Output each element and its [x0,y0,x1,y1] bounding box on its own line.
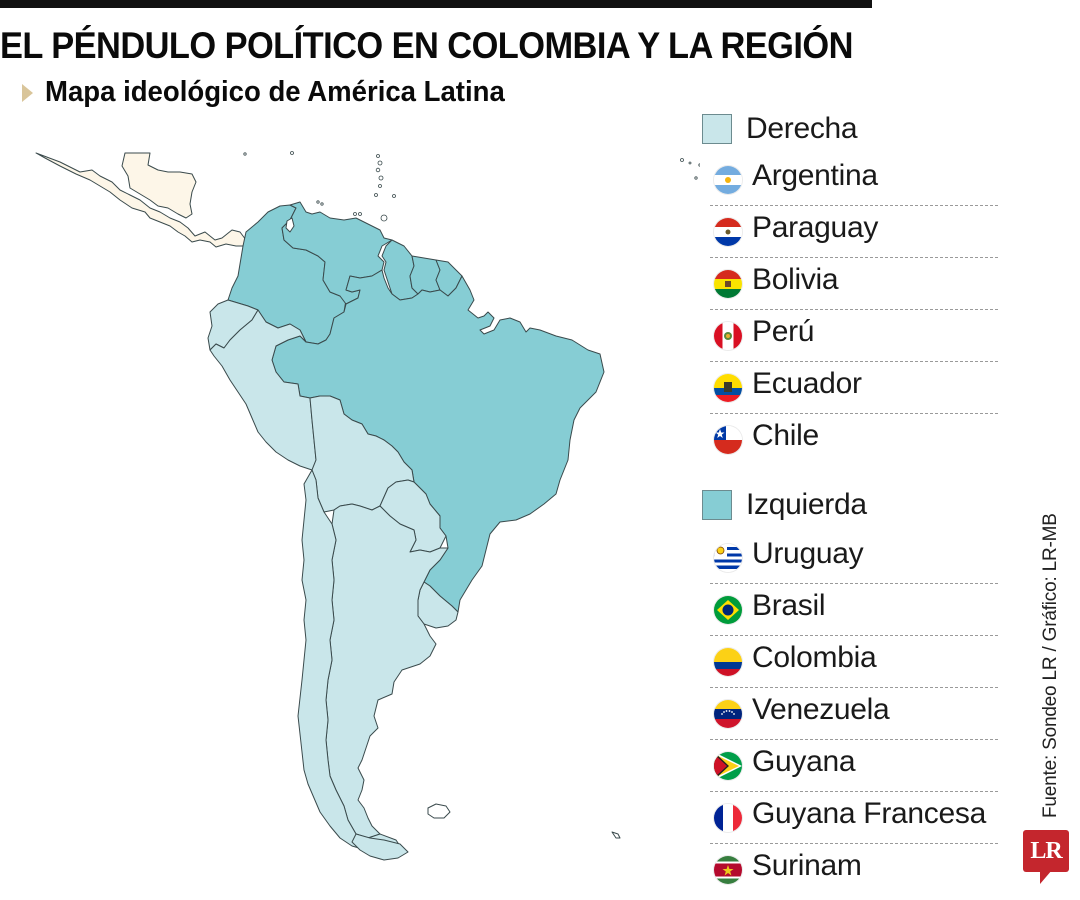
country-name: Ecuador [752,367,862,400]
bolivia-flag-icon [714,270,742,298]
venezuela-flag-icon [714,700,742,728]
guyana-flag-icon [714,752,742,780]
map-region-surinam [409,255,441,295]
country-name: Guyana Francesa [752,797,986,830]
country-name: Perú [752,315,815,348]
brasil-flag-icon [714,596,742,624]
page-title: EL PÉNDULO POLÍTICO EN COLOMBIA Y LA REG… [0,25,853,66]
colombia-flag-icon [714,648,742,676]
surinam-flag-icon [714,856,742,884]
divider [710,635,998,636]
ecuador-flag-icon [714,374,742,402]
divider [710,309,998,310]
triangle-bullet-icon [22,83,33,102]
country-name: Paraguay [752,211,879,244]
france-flag-icon [714,804,742,832]
legend-group-label: Izquierda [746,488,867,521]
legend-item-uruguay: Uruguay [710,532,998,584]
legend-item-colombia: Colombia [710,636,998,688]
paraguay-flag-icon [714,218,742,246]
divider [710,791,998,792]
source-credit: Fuente: Sondeo LR / Gráfico: LR-MB [1040,513,1061,818]
legend-item-paraguay: Paraguay [710,206,998,258]
country-name: Uruguay [752,537,864,570]
divider [710,687,998,688]
legend-item-venezuela: Venezuela [710,688,998,740]
country-name: Argentina [752,159,878,192]
derecha-swatch [702,114,732,144]
legend-group-derecha: Derecha [702,112,858,146]
legend-item-surinam: Surinam [710,844,998,896]
country-name: Brasil [752,589,826,622]
divider [710,583,998,584]
divider [710,257,998,258]
legend-item-bolivia: Bolivia [710,258,998,310]
izquierda-swatch [702,490,732,520]
subtitle: Mapa ideológico de América Latina [22,76,529,109]
legend-group-izquierda: Izquierda [702,488,867,522]
divider [710,205,998,206]
legend-item-peru: Perú [710,310,998,362]
country-name: Guyana [752,745,856,778]
south-america-map [35,151,700,861]
peru-flag-icon [714,322,742,350]
divider [710,739,998,740]
lr-logo: LR [1023,830,1069,872]
legend-item-ecuador: Ecuador [710,362,998,414]
legend-item-brasil: Brasil [710,584,998,636]
legend-item-argentina: Argentina [710,154,998,206]
legend-item-chile: Chile [710,414,998,466]
argentina-flag-icon [714,166,742,194]
uruguay-flag-icon [714,544,742,572]
country-name: Bolivia [752,263,839,296]
lr-logo-tail [1040,870,1052,884]
chile-flag-icon [714,426,742,454]
divider [710,413,998,414]
subtitle-text: Mapa ideológico de América Latina [45,76,505,108]
legend-group-label: Derecha [746,112,858,145]
divider [710,843,998,844]
top-rule [0,0,872,8]
divider [710,361,998,362]
country-name: Colombia [752,641,877,674]
legend-item-guyana: Guyana [710,740,998,792]
country-name: Surinam [752,849,862,882]
country-name: Venezuela [752,693,890,726]
country-name: Chile [752,419,819,452]
map-region-argentina [325,503,449,839]
legend-item-guyana-francesa: Guyana Francesa [710,792,998,844]
